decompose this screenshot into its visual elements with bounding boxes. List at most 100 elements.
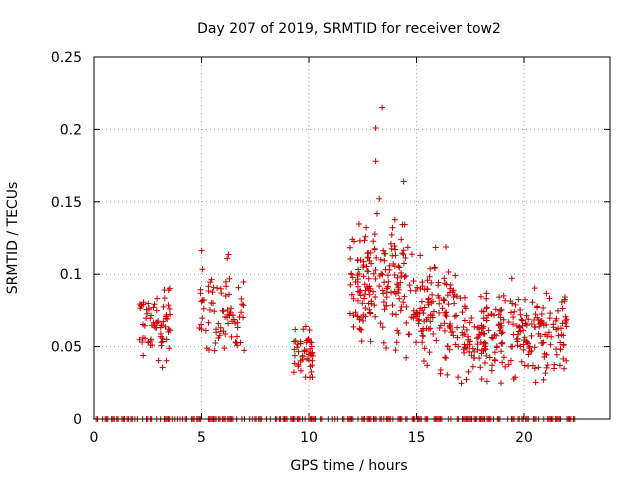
data-point bbox=[383, 289, 390, 296]
data-point bbox=[510, 321, 517, 328]
data-point bbox=[555, 332, 562, 339]
data-point bbox=[241, 347, 248, 354]
data-point bbox=[552, 317, 559, 324]
data-point bbox=[534, 304, 541, 311]
data-point bbox=[497, 380, 504, 387]
data-point bbox=[493, 332, 500, 339]
data-point bbox=[372, 267, 379, 274]
data-point bbox=[234, 333, 241, 340]
data-point bbox=[488, 367, 495, 374]
data-point bbox=[418, 298, 425, 305]
data-point bbox=[419, 307, 426, 314]
data-point bbox=[437, 322, 444, 329]
data-point bbox=[447, 282, 454, 289]
data-point bbox=[528, 321, 535, 328]
data-point bbox=[294, 341, 301, 348]
data-point bbox=[558, 299, 565, 306]
data-point bbox=[471, 323, 478, 330]
data-point bbox=[386, 266, 393, 273]
data-point bbox=[421, 318, 428, 325]
y-tick-label: 0.2 bbox=[60, 122, 82, 138]
data-point bbox=[514, 335, 521, 342]
data-point bbox=[164, 316, 171, 323]
data-point bbox=[523, 312, 530, 319]
data-point bbox=[199, 315, 206, 322]
y-tick-label: 0.25 bbox=[51, 50, 82, 66]
data-point bbox=[417, 285, 424, 292]
data-point bbox=[483, 295, 490, 302]
data-point bbox=[394, 327, 401, 334]
data-point bbox=[211, 308, 218, 315]
data-point bbox=[512, 301, 519, 308]
data-point bbox=[226, 275, 233, 282]
data-point bbox=[502, 297, 509, 304]
data-point bbox=[308, 350, 315, 357]
data-point bbox=[478, 329, 485, 336]
data-point bbox=[348, 271, 355, 278]
data-point bbox=[493, 343, 500, 350]
data-point bbox=[426, 349, 433, 356]
data-point bbox=[358, 338, 365, 345]
data-point bbox=[480, 308, 487, 315]
data-point bbox=[390, 261, 397, 268]
data-point bbox=[356, 289, 363, 296]
data-point bbox=[525, 351, 532, 358]
data-point bbox=[348, 291, 355, 298]
data-point bbox=[305, 351, 312, 358]
data-point bbox=[522, 320, 529, 327]
data-point bbox=[365, 275, 372, 282]
data-point bbox=[560, 355, 567, 362]
data-point bbox=[450, 293, 457, 300]
data-point bbox=[393, 281, 400, 288]
data-point bbox=[363, 224, 370, 231]
data-point bbox=[158, 322, 165, 329]
data-point bbox=[518, 358, 525, 365]
data-point bbox=[479, 325, 486, 332]
data-point bbox=[427, 265, 434, 272]
data-point bbox=[214, 285, 221, 292]
data-point bbox=[499, 340, 506, 347]
data-point bbox=[153, 319, 160, 326]
data-point bbox=[143, 306, 150, 313]
data-point bbox=[446, 346, 453, 353]
data-point bbox=[421, 345, 428, 352]
data-point bbox=[474, 346, 481, 353]
data-point bbox=[426, 273, 433, 280]
data-point bbox=[482, 346, 489, 353]
data-point bbox=[469, 345, 476, 352]
data-point bbox=[205, 319, 212, 326]
data-point bbox=[547, 310, 554, 317]
data-point bbox=[500, 354, 507, 361]
data-point bbox=[481, 339, 488, 346]
data-point bbox=[368, 260, 375, 267]
data-point bbox=[444, 343, 451, 350]
data-point bbox=[450, 287, 457, 294]
data-point bbox=[502, 363, 509, 370]
data-point bbox=[383, 345, 390, 352]
data-point bbox=[389, 302, 396, 309]
data-point bbox=[495, 311, 502, 318]
data-point bbox=[400, 299, 407, 306]
data-point bbox=[355, 266, 362, 273]
data-point bbox=[414, 311, 421, 318]
data-point bbox=[391, 216, 398, 223]
data-point bbox=[295, 348, 302, 355]
data-point bbox=[373, 210, 380, 217]
data-point bbox=[414, 284, 421, 291]
chart-title: Day 207 of 2019, SRMTID for receiver tow… bbox=[197, 21, 501, 37]
data-point bbox=[439, 305, 446, 312]
data-point bbox=[510, 331, 517, 338]
data-point bbox=[537, 318, 544, 325]
data-point bbox=[302, 323, 309, 330]
data-point bbox=[553, 351, 560, 358]
data-point bbox=[543, 321, 550, 328]
data-point bbox=[388, 231, 395, 238]
data-point bbox=[403, 303, 410, 310]
data-point bbox=[360, 258, 367, 265]
data-point bbox=[366, 306, 373, 313]
data-point bbox=[389, 311, 396, 318]
y-tick-label: 0 bbox=[73, 412, 82, 428]
data-point bbox=[545, 329, 552, 336]
data-point bbox=[489, 335, 496, 342]
